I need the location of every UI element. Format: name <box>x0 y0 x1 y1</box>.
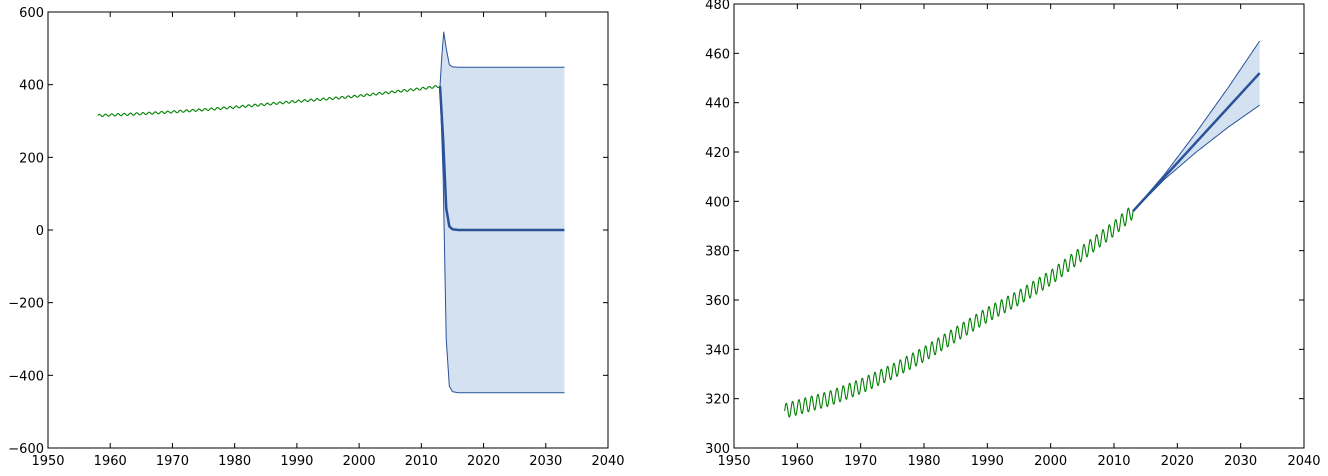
y-tick-label: 400 <box>19 79 44 94</box>
series-line-observed <box>97 85 441 117</box>
x-tick-label: 2000 <box>343 454 376 469</box>
series-line-forecast-lower <box>439 86 565 394</box>
y-tick-label: 420 <box>705 146 730 161</box>
y-tick-label: −200 <box>8 297 44 312</box>
y-tick-label: −600 <box>8 442 44 457</box>
y-tick-label: 440 <box>705 97 730 112</box>
x-tick-label: 2020 <box>1161 454 1194 469</box>
y-tick-label: 340 <box>705 343 730 358</box>
x-tick-label: 2010 <box>405 454 438 469</box>
confidence-band <box>1133 41 1260 212</box>
x-tick-label: 1950 <box>717 454 750 469</box>
x-tick-label: 1980 <box>218 454 251 469</box>
x-tick-label: 2030 <box>529 454 562 469</box>
y-tick-label: 200 <box>19 151 44 166</box>
y-tick-label: 480 <box>705 0 730 13</box>
x-tick-label: 2000 <box>1034 454 1067 469</box>
x-tick-label: 1970 <box>156 454 189 469</box>
series-line-forecast-upper <box>439 31 565 87</box>
y-tick-label: 0 <box>36 224 44 239</box>
x-tick-label: 1980 <box>907 454 940 469</box>
y-tick-label: 400 <box>705 195 730 210</box>
series-line-forecast-lower <box>1132 104 1260 212</box>
confidence-band <box>440 31 565 393</box>
x-tick-label: 1970 <box>844 454 877 469</box>
x-tick-label: 1990 <box>971 454 1004 469</box>
y-tick-label: 460 <box>705 47 730 62</box>
x-tick-label: 1960 <box>781 454 814 469</box>
y-tick-label: 360 <box>705 294 730 309</box>
plot-frame <box>733 3 1305 449</box>
x-tick-label: 2010 <box>1097 454 1130 469</box>
x-tick-label: 1990 <box>280 454 313 469</box>
series-line-forecast-upper <box>1132 40 1261 212</box>
chart-panel-2: 1950 1960 1970 1980 1990 2000 2010 2020 2030 2040… <box>705 0 1320 469</box>
x-tick-label: 2040 <box>1287 454 1320 469</box>
y-tick-label: −400 <box>8 369 44 384</box>
x-tick-label: 1960 <box>94 454 127 469</box>
x-tick-label: 2040 <box>591 454 624 469</box>
y-tick-label: 380 <box>705 245 730 260</box>
chart-panel-1: 1950 1960 1970 1980 1990 2000 2010 2020 2030 2040… <box>8 6 624 469</box>
series-line-observed <box>784 207 1134 418</box>
y-tick-label: 320 <box>705 393 730 408</box>
y-tick-label: 600 <box>19 6 44 21</box>
series-line-forecast-mean <box>438 86 566 232</box>
y-tick-label: 300 <box>705 442 730 457</box>
series-line-forecast-mean <box>1132 72 1261 213</box>
x-tick-label: 2020 <box>467 454 500 469</box>
x-tick-label: 1950 <box>31 454 64 469</box>
x-tick-label: 2030 <box>1224 454 1257 469</box>
